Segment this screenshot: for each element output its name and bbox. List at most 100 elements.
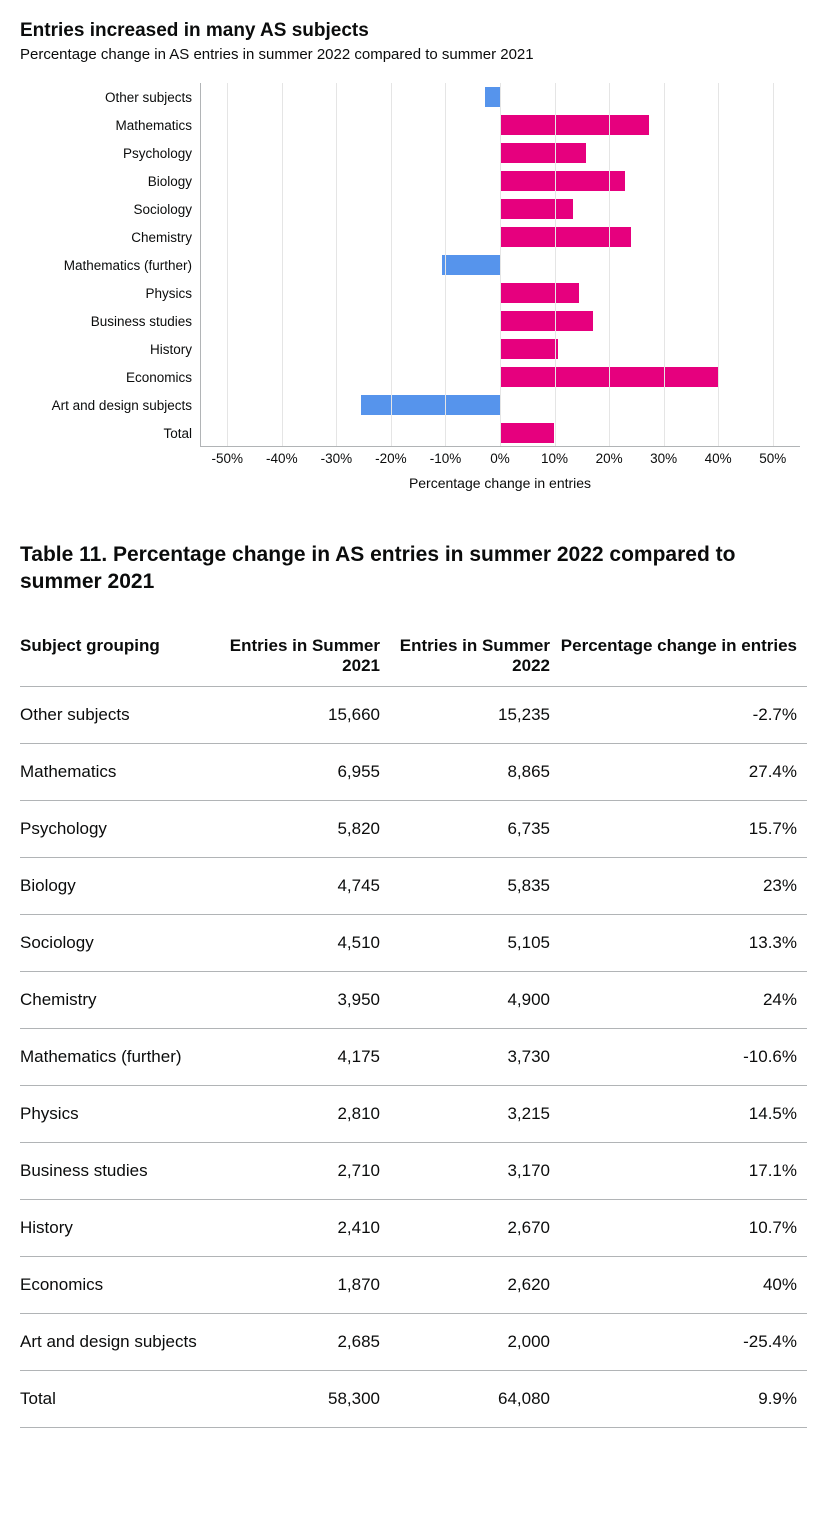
- table-cell: Mathematics: [20, 743, 220, 800]
- chart-row-label: Mathematics: [20, 118, 200, 133]
- chart-row: Other subjects: [20, 83, 800, 111]
- table-cell: 10.7%: [560, 1199, 807, 1256]
- table-cell: 4,510: [220, 914, 390, 971]
- table-cell: 3,170: [390, 1142, 560, 1199]
- chart-bar: [361, 395, 500, 415]
- chart-row-label: Physics: [20, 286, 200, 301]
- table-row: Total58,30064,0809.9%: [20, 1370, 807, 1427]
- chart-bar: [500, 423, 554, 443]
- chart-bar: [500, 367, 718, 387]
- table-row: Mathematics6,9558,86527.4%: [20, 743, 807, 800]
- table-cell: -10.6%: [560, 1028, 807, 1085]
- table-cell: Biology: [20, 857, 220, 914]
- chart-row: Mathematics (further): [20, 251, 800, 279]
- chart-row-label: Economics: [20, 370, 200, 385]
- chart-row: Sociology: [20, 195, 800, 223]
- table-cell: 27.4%: [560, 743, 807, 800]
- chart-row-label: Other subjects: [20, 90, 200, 105]
- bar-chart: Other subjects Mathematics Psychology Biolo…: [20, 83, 800, 491]
- table-row: Psychology5,8206,73515.7%: [20, 800, 807, 857]
- chart-row: Mathematics: [20, 111, 800, 139]
- chart-row-label: Chemistry: [20, 230, 200, 245]
- table-cell: 15,660: [220, 686, 390, 743]
- table-cell: 4,900: [390, 971, 560, 1028]
- table-cell: 5,820: [220, 800, 390, 857]
- chart-row: Art and design subjects: [20, 391, 800, 419]
- chart-row: Total: [20, 419, 800, 447]
- xtick-label: 30%: [650, 451, 677, 466]
- chart-row: Chemistry: [20, 223, 800, 251]
- table-cell: 2,410: [220, 1199, 390, 1256]
- table-cell: 2,620: [390, 1256, 560, 1313]
- table-header: Subject grouping: [20, 626, 220, 687]
- table-cell: 40%: [560, 1256, 807, 1313]
- table-title: Table 11. Percentage change in AS entrie…: [20, 541, 807, 596]
- table-cell: 2,000: [390, 1313, 560, 1370]
- table-cell: 23%: [560, 857, 807, 914]
- chart-bar: [500, 143, 586, 163]
- table-cell: 2,670: [390, 1199, 560, 1256]
- xtick-label: 20%: [596, 451, 623, 466]
- chart-bar: [485, 87, 500, 107]
- table-cell: 14.5%: [560, 1085, 807, 1142]
- chart-row-label: Biology: [20, 174, 200, 189]
- xtick-label: 40%: [705, 451, 732, 466]
- table-cell: Other subjects: [20, 686, 220, 743]
- table-header: Entries in Summer 2022: [390, 626, 560, 687]
- table-cell: 1,870: [220, 1256, 390, 1313]
- chart-row-label: Psychology: [20, 146, 200, 161]
- table-cell: 2,810: [220, 1085, 390, 1142]
- table-header: Entries in Summer 2021: [220, 626, 390, 687]
- xtick-label: -30%: [321, 451, 353, 466]
- table-cell: 5,835: [390, 857, 560, 914]
- chart-bar: [500, 283, 579, 303]
- chart-row-label: Business studies: [20, 314, 200, 329]
- chart-row: History: [20, 335, 800, 363]
- chart-title: Entries increased in many AS subjects: [20, 20, 807, 42]
- table-cell: 64,080: [390, 1370, 560, 1427]
- table-header: Percentage change in entries: [560, 626, 807, 687]
- table-cell: 4,745: [220, 857, 390, 914]
- chart-row-label: Sociology: [20, 202, 200, 217]
- chart-bar: [500, 171, 625, 191]
- data-table: Subject groupingEntries in Summer 2021En…: [20, 626, 807, 1428]
- table-cell: 9.9%: [560, 1370, 807, 1427]
- table-cell: Total: [20, 1370, 220, 1427]
- table-row: History2,4102,67010.7%: [20, 1199, 807, 1256]
- chart-row: Economics: [20, 363, 800, 391]
- xaxis-label: Percentage change in entries: [200, 475, 800, 491]
- chart-bar: [500, 339, 558, 359]
- table-cell: 13.3%: [560, 914, 807, 971]
- table-cell: 17.1%: [560, 1142, 807, 1199]
- chart-row-label: Mathematics (further): [20, 258, 200, 273]
- table-cell: 15.7%: [560, 800, 807, 857]
- table-row: Other subjects15,66015,235-2.7%: [20, 686, 807, 743]
- xtick-label: 50%: [759, 451, 786, 466]
- table-cell: History: [20, 1199, 220, 1256]
- table-cell: -2.7%: [560, 686, 807, 743]
- table-cell: Psychology: [20, 800, 220, 857]
- chart-row: Business studies: [20, 307, 800, 335]
- table-cell: Art and design subjects: [20, 1313, 220, 1370]
- table-cell: 8,865: [390, 743, 560, 800]
- table-cell: 2,685: [220, 1313, 390, 1370]
- table-cell: 3,730: [390, 1028, 560, 1085]
- table-cell: Sociology: [20, 914, 220, 971]
- chart-bar: [500, 311, 593, 331]
- table-row: Business studies2,7103,17017.1%: [20, 1142, 807, 1199]
- xtick-label: -40%: [266, 451, 298, 466]
- table-row: Mathematics (further)4,1753,730-10.6%: [20, 1028, 807, 1085]
- table-cell: 15,235: [390, 686, 560, 743]
- table-cell: Business studies: [20, 1142, 220, 1199]
- xtick-label: -20%: [375, 451, 407, 466]
- table-cell: 6,735: [390, 800, 560, 857]
- xtick-label: 10%: [541, 451, 568, 466]
- table-row: Chemistry3,9504,90024%: [20, 971, 807, 1028]
- table-cell: 2,710: [220, 1142, 390, 1199]
- table-cell: 4,175: [220, 1028, 390, 1085]
- table-row: Physics2,8103,21514.5%: [20, 1085, 807, 1142]
- chart-subtitle: Percentage change in AS entries in summe…: [20, 46, 807, 63]
- table-cell: 3,215: [390, 1085, 560, 1142]
- table-cell: -25.4%: [560, 1313, 807, 1370]
- table-cell: Chemistry: [20, 971, 220, 1028]
